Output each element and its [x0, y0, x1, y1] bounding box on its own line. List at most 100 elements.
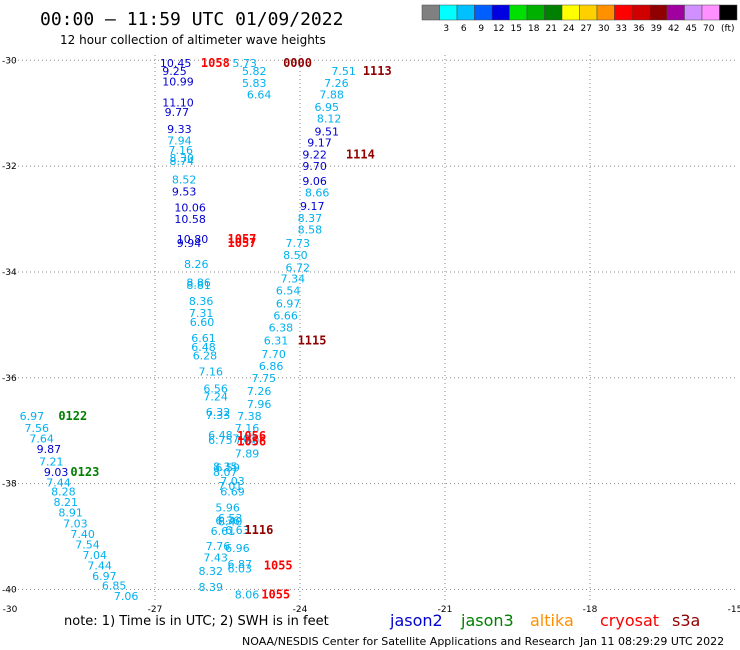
- color-scale-swatch: [701, 4, 720, 21]
- wave-height-label: 8.36: [189, 295, 214, 308]
- wave-height-label: 9.22: [302, 148, 327, 161]
- color-scale-label: 9: [478, 24, 484, 34]
- y-tick-label: -40: [2, 585, 17, 595]
- wave-height-label: 7.26: [247, 385, 271, 398]
- wave-height-label: 9.70: [302, 160, 327, 173]
- wave-height-label: 7.96: [247, 398, 271, 411]
- wave-height-label: 7.01: [218, 480, 243, 493]
- color-scale-swatch: [526, 4, 545, 21]
- y-tick-label: -30: [2, 56, 17, 66]
- wave-height-label: 6.38: [269, 322, 294, 335]
- wave-height-label: 8.50: [283, 249, 308, 262]
- wave-height-label: 7.89: [235, 447, 260, 460]
- wave-height-label: 6.54: [276, 284, 301, 297]
- wave-height-label: 7.33: [206, 409, 231, 422]
- wave-height-label: 6.48: [191, 341, 216, 354]
- color-scale-label: 6: [461, 24, 467, 34]
- time-label: 1057: [228, 232, 257, 246]
- wave-height-label: 7.56: [25, 422, 50, 435]
- wave-height-label: 7.16: [199, 365, 224, 378]
- wave-height-label: 6.61: [191, 332, 216, 345]
- wave-height-label: 9.06: [302, 175, 327, 188]
- wave-height-label: 6.75: [208, 434, 233, 447]
- wave-height-label: 6.40: [218, 516, 243, 529]
- satellite-legend-cryosat: cryosat: [600, 611, 659, 630]
- wave-height-label: 7.34: [281, 272, 306, 285]
- color-scale-label: 33: [616, 24, 627, 34]
- color-scale-label: 21: [546, 24, 557, 34]
- color-scale-label: 12: [493, 24, 504, 34]
- wave-height-labels: 10.459.2510.9911.109.779.337.947.168.308…: [20, 57, 356, 603]
- wave-height-label: 7.44: [46, 477, 71, 490]
- satellite-legend: jason2 jason3 altika cryosat s3a: [389, 611, 700, 630]
- wave-height-label: 5.73: [232, 57, 256, 70]
- x-tick-label: -15: [728, 605, 740, 615]
- x-tick-label: -21: [438, 605, 453, 615]
- color-scale-swatch: [684, 4, 703, 21]
- wave-height-label: 6.63: [225, 524, 250, 537]
- wave-height-label: 8.26: [184, 258, 209, 271]
- time-label: 1055: [261, 588, 290, 602]
- wave-height-label: 7.51: [331, 65, 356, 78]
- color-scale-label: 36: [633, 24, 645, 34]
- color-scale-swatch: [509, 4, 528, 21]
- color-scale-swatch: [649, 4, 668, 21]
- wave-height-label: 6.36: [215, 515, 240, 528]
- time-label: 1058: [201, 56, 230, 70]
- time-label: 0123: [70, 465, 99, 479]
- wave-height-label: 7.76: [206, 540, 231, 553]
- color-scale-label: 24: [563, 24, 575, 34]
- time-label: 0000: [283, 56, 312, 70]
- color-scale-label: 30: [598, 24, 610, 34]
- wave-height-label: 7.04: [83, 549, 108, 562]
- wave-height-label: 6.03: [228, 562, 253, 575]
- wave-height-label: 8.06: [235, 589, 260, 602]
- wave-height-label: 6.96: [225, 542, 250, 555]
- axes: -30 -27 -24 -21 -18 -15 -30 -32 -34 -36 -38 -40: [2, 56, 740, 615]
- wave-height-label: 5.96: [215, 501, 240, 514]
- wave-height-label: 6.69: [220, 486, 245, 499]
- time-label: 0122: [58, 409, 87, 423]
- color-scale: 3 6 9 12 15 18 21 24 27 30 33 36 39 42 45 70 (ft): [421, 4, 738, 34]
- wave-height-label: 9.17: [307, 136, 332, 149]
- wave-height-label: 7.60: [235, 434, 260, 447]
- color-scale-swatch: [614, 4, 633, 21]
- wave-height-label: 7.21: [39, 455, 64, 468]
- wave-height-label: 6.87: [228, 558, 253, 571]
- y-tick-label: -32: [2, 162, 17, 172]
- wave-height-label: 9.94: [177, 237, 202, 250]
- satellite-legend-s3a: s3a: [672, 611, 700, 630]
- footer-credit: NOAA/NESDIS Center for Satellite Applica…: [242, 635, 575, 648]
- color-scale-label: 15: [511, 24, 522, 34]
- color-scale-swatch: [491, 4, 510, 21]
- grid: [10, 55, 735, 600]
- wave-height-label: 6.59: [215, 462, 240, 475]
- wave-height-label: 6.60: [190, 316, 215, 329]
- color-scale-label: 39: [651, 24, 663, 34]
- wave-height-label: 10.99: [162, 75, 194, 88]
- wave-height-label: 8.37: [298, 212, 323, 225]
- x-tick-label: -30: [3, 605, 18, 615]
- wave-height-label: 7.24: [203, 390, 228, 403]
- wave-height-label: 7.16: [169, 144, 194, 157]
- wave-height-label: 6.85: [102, 580, 127, 593]
- color-scale-swatch: [596, 4, 615, 21]
- color-scale-swatch: [439, 4, 458, 21]
- wave-height-label: 9.33: [167, 123, 192, 136]
- wave-height-label: 10.45: [160, 57, 192, 70]
- satellite-legend-jason3: jason3: [460, 611, 514, 630]
- wave-height-label: 7.73: [286, 237, 311, 250]
- color-scale-label: 42: [668, 24, 679, 34]
- color-scale-swatch: [561, 4, 580, 21]
- wave-height-label: 8.86: [186, 277, 211, 290]
- x-tick-label: -27: [148, 605, 163, 615]
- wave-height-label: 5.83: [242, 77, 267, 90]
- wave-height-label: 9.17: [300, 200, 325, 213]
- wave-height-label: 8.58: [298, 224, 323, 237]
- wave-height-label: 6.56: [203, 382, 228, 395]
- color-scale-swatch: [666, 4, 685, 21]
- wave-height-label: 7.44: [87, 560, 112, 573]
- wave-height-label: 6.86: [259, 360, 284, 373]
